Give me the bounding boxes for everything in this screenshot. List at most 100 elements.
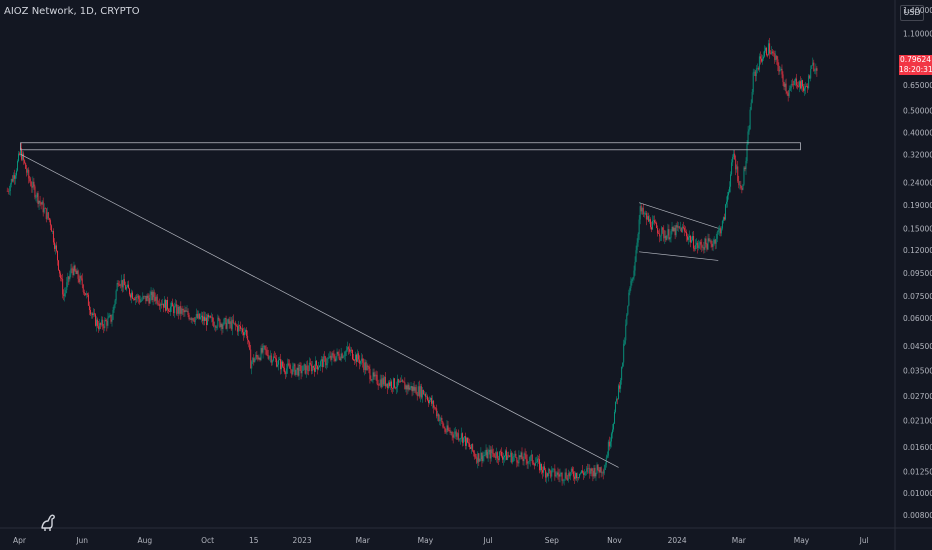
candle: [448, 427, 450, 432]
candle: [22, 150, 24, 162]
candle: [507, 451, 509, 461]
candle: [566, 475, 568, 482]
candle: [758, 53, 760, 73]
candle: [725, 203, 726, 221]
candle: [26, 164, 28, 177]
candle: [475, 453, 477, 460]
candle: [220, 322, 222, 331]
candle: [298, 362, 300, 381]
tradingview-dinosaur-icon[interactable]: [41, 514, 55, 531]
candle: [233, 322, 235, 326]
candle: [770, 50, 772, 55]
candle: [561, 471, 563, 486]
candle: [610, 431, 612, 448]
candle: [600, 466, 602, 478]
candle: [809, 74, 811, 79]
candle: [212, 314, 214, 326]
candle: [592, 468, 594, 482]
candle: [451, 431, 453, 441]
candle: [123, 273, 125, 286]
candle: [562, 478, 564, 484]
candle: [430, 397, 431, 403]
candle: [522, 456, 524, 466]
candle: [284, 363, 286, 375]
candle: [696, 238, 698, 250]
candle: [7, 188, 9, 195]
candle: [526, 454, 528, 469]
candle: [367, 363, 369, 371]
candle: [217, 314, 219, 330]
candle: [474, 450, 476, 460]
candle: [736, 164, 738, 173]
candle: [419, 383, 421, 403]
currency-button[interactable]: USD: [900, 5, 924, 21]
drawing-trendline[interactable]: [639, 202, 719, 229]
candle: [203, 311, 204, 326]
drawing-trendline[interactable]: [639, 251, 719, 261]
candle: [106, 318, 108, 332]
candle: [555, 471, 557, 478]
candle: [628, 289, 630, 307]
candle: [322, 356, 324, 373]
candle: [415, 384, 417, 395]
candle: [297, 363, 299, 377]
candle: [350, 347, 352, 354]
candle: [158, 298, 160, 310]
candle: [300, 362, 302, 380]
candle: [218, 315, 220, 322]
candle: [798, 80, 800, 93]
candle: [443, 423, 445, 429]
candle: [653, 215, 654, 225]
candle: [676, 221, 678, 231]
candle: [585, 471, 587, 476]
candle: [459, 437, 461, 445]
candle: [262, 343, 264, 359]
candle: [756, 63, 758, 74]
candle: [337, 351, 339, 356]
candle: [512, 452, 514, 465]
candle: [556, 471, 558, 478]
candle: [655, 219, 657, 224]
y-tick-label: 0.40000: [903, 128, 932, 137]
candle: [132, 290, 134, 300]
candle: [394, 378, 396, 389]
candle: [278, 357, 279, 371]
candle: [354, 359, 355, 366]
price-axis[interactable]: 1.400001.100000.850000.650000.500000.400…: [903, 6, 932, 520]
candle: [133, 297, 135, 301]
candle: [29, 175, 31, 183]
candle: [363, 358, 365, 373]
candle: [711, 240, 713, 251]
candle: [583, 470, 585, 480]
candle: [340, 347, 342, 362]
drawing-trendline[interactable]: [20, 153, 619, 468]
candle: [590, 468, 592, 477]
candle: [409, 386, 411, 391]
candle: [671, 221, 673, 235]
candle: [457, 429, 459, 442]
drawing-rectangle[interactable]: [20, 142, 801, 151]
candle: [506, 447, 508, 461]
candle: [793, 79, 795, 86]
candle: [213, 317, 215, 328]
candle: [192, 317, 194, 322]
candle: [251, 360, 253, 375]
candle: [317, 365, 318, 375]
candle: [717, 226, 719, 235]
candle: [62, 273, 64, 299]
candle: [757, 66, 759, 71]
candle: [477, 451, 479, 469]
candle: [265, 345, 267, 356]
candle: [21, 142, 23, 162]
time-axis[interactable]: Apr Jun Aug Oct 15 2023 Mar May Jul Sep Nov 2024 Mar…: [13, 536, 869, 545]
candle: [122, 274, 124, 292]
candle: [18, 150, 19, 163]
candle: [178, 305, 180, 320]
candle: [517, 460, 519, 467]
candle: [46, 207, 48, 220]
candle: [339, 356, 341, 361]
candle: [336, 348, 338, 361]
candle: [105, 317, 107, 322]
